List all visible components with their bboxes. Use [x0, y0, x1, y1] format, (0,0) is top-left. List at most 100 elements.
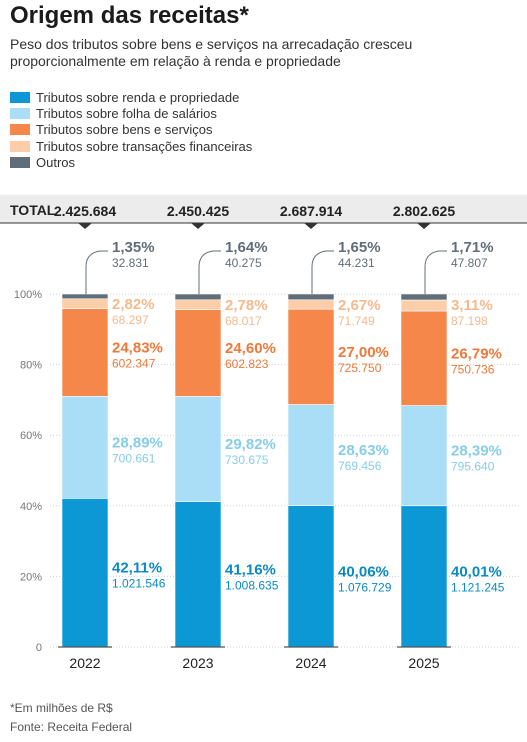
y-tick-label: 60%: [20, 430, 42, 442]
outros-leader-line: [424, 250, 447, 294]
amount-label-outros: 47.807: [451, 256, 488, 270]
total-value: 2.450.425: [167, 203, 229, 219]
amount-label-renda: 1.121.245: [451, 580, 505, 594]
legend-swatch-transacoes: [10, 140, 30, 152]
legend-label-outros: Outros: [36, 154, 76, 170]
amount-label-folha: 700.661: [112, 451, 156, 465]
pct-label-outros: 1,65%: [338, 239, 381, 256]
bar-segment-bens: [174, 309, 222, 397]
pct-label-bens: 27,00%: [338, 344, 389, 361]
amount-label-outros: 32.831: [112, 256, 149, 270]
total-pointer: [304, 223, 318, 229]
outros-leader-line: [85, 250, 108, 294]
x-tick-label: 2022: [69, 655, 100, 671]
bar-segment-transacoes: [61, 298, 109, 310]
amount-label-outros: 44.231: [338, 256, 375, 270]
bar-segment-transacoes: [174, 299, 222, 310]
legend-swatch-renda: [10, 91, 30, 103]
pct-label-renda: 41,16%: [225, 561, 276, 578]
legend-swatch-outros: [10, 156, 30, 168]
bar-segment-renda: [61, 498, 109, 648]
chart-title: Origem das receitas*: [10, 2, 249, 29]
pct-label-outros: 1,71%: [451, 239, 494, 256]
bar-segment-renda: [400, 505, 448, 648]
amount-label-renda: 1.008.635: [225, 578, 279, 592]
chart-subtitle: Peso dos tributos sobre bens e serviços …: [10, 36, 413, 69]
total-value: 2.687.914: [280, 203, 342, 219]
pct-label-transacoes: 3,11%: [451, 297, 493, 314]
legend-label-transacoes: Tributos sobre transações financeiras: [36, 138, 253, 154]
total-value: 2.802.625: [393, 203, 455, 219]
legend-item-transacoes: Tributos sobre transações financeiras: [10, 138, 252, 154]
legend-swatch-bens: [10, 124, 30, 136]
y-tick-label: 80%: [20, 360, 42, 372]
legend-swatch-folha: [10, 107, 30, 119]
bar-segment-bens: [61, 308, 109, 397]
bar-segment-bens: [287, 308, 335, 405]
amount-label-bens: 725.750: [338, 361, 382, 375]
pct-label-transacoes: 2,82%: [112, 296, 155, 313]
pct-label-outros: 1,35%: [112, 239, 155, 256]
legend-item-folha: Tributos sobre folha de salários: [10, 105, 252, 121]
amount-label-renda: 1.076.729: [338, 580, 392, 594]
bar-segment-transacoes: [287, 299, 335, 310]
y-tick-label: 20%: [20, 571, 42, 583]
amount-label-transacoes: 71.749: [338, 314, 375, 328]
legend-item-outros: Outros: [10, 154, 252, 170]
total-pointer: [191, 223, 205, 229]
y-tick-label: 100%: [14, 289, 42, 301]
legend-label-folha: Tributos sobre folha de salários: [36, 105, 217, 121]
amount-label-folha: 795.640: [451, 460, 495, 474]
amount-label-bens: 750.736: [451, 362, 495, 376]
x-tick-label: 2023: [182, 655, 213, 671]
bar-segment-folha: [174, 396, 222, 503]
legend: Tributos sobre renda e propriedade Tribu…: [10, 89, 252, 170]
bar-segment-outros: [287, 293, 335, 301]
legend-label-renda: Tributos sobre renda e propriedade: [36, 89, 240, 105]
y-tick-label: 40%: [20, 501, 42, 513]
total-pointer: [417, 223, 431, 229]
bar-segment-renda: [287, 505, 335, 648]
x-tick-label: 2025: [408, 655, 439, 671]
pct-label-bens: 24,60%: [225, 340, 276, 357]
bar-segment-bens: [400, 310, 448, 406]
pct-label-folha: 29,82%: [225, 436, 276, 453]
source-note: Fonte: Receita Federal: [10, 720, 133, 734]
pct-label-outros: 1,64%: [225, 239, 268, 256]
total-label: TOTAL: [10, 202, 56, 218]
amount-label-bens: 602.347: [112, 357, 156, 371]
total-pointer: [78, 223, 92, 229]
pct-label-bens: 26,79%: [451, 345, 502, 362]
y-tick-label: 0: [36, 642, 42, 654]
pct-label-renda: 40,06%: [338, 563, 389, 580]
pct-label-bens: 24,83%: [112, 340, 163, 357]
amount-label-transacoes: 87.198: [451, 314, 488, 328]
amount-label-folha: 769.456: [338, 459, 382, 473]
total-value: 2.425.684: [54, 203, 116, 219]
bar-segment-outros: [61, 293, 109, 300]
amount-label-transacoes: 68.297: [112, 313, 149, 327]
bar-segment-folha: [400, 405, 448, 507]
amount-label-outros: 40.275: [225, 256, 262, 270]
pct-label-transacoes: 2,78%: [225, 297, 268, 314]
amount-label-folha: 730.675: [225, 453, 269, 467]
total-header-band: [0, 195, 527, 223]
pct-label-folha: 28,39%: [451, 443, 502, 460]
bar-segment-outros: [174, 293, 222, 301]
pct-label-transacoes: 2,67%: [338, 297, 381, 314]
x-tick-label: 2024: [295, 655, 326, 671]
pct-label-renda: 40,01%: [451, 563, 502, 580]
bar-segment-outros: [400, 293, 448, 301]
amount-label-transacoes: 68.017: [225, 314, 262, 328]
bar-segment-transacoes: [400, 299, 448, 312]
outros-leader-line: [311, 250, 334, 294]
pct-label-renda: 42,11%: [112, 560, 162, 577]
pct-label-folha: 28,89%: [112, 434, 163, 451]
outros-leader-line: [198, 250, 221, 294]
footnote: *Em milhões de R$: [10, 701, 113, 715]
bar-segment-renda: [174, 501, 222, 648]
legend-item-renda: Tributos sobre renda e propriedade: [10, 89, 252, 105]
pct-label-folha: 28,63%: [338, 442, 389, 459]
legend-item-bens: Tributos sobre bens e serviços: [10, 122, 252, 138]
amount-label-renda: 1.021.546: [112, 577, 166, 591]
